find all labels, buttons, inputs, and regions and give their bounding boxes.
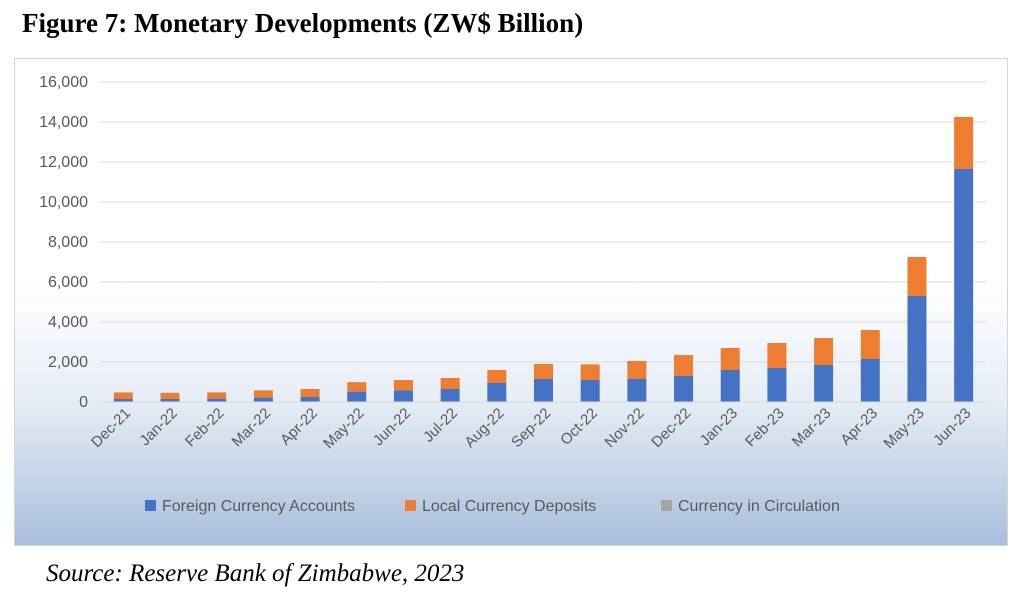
bar-segment <box>347 391 367 402</box>
gridlines <box>100 81 987 363</box>
bar-segment <box>347 382 367 392</box>
x-tick-label: Dec-22 <box>648 405 694 451</box>
bar-segment <box>954 169 974 402</box>
bar-segment <box>160 392 180 399</box>
x-tick-label: May-22 <box>320 405 367 452</box>
bar-segment <box>207 398 227 402</box>
y-tick-label: 6,000 <box>48 274 88 291</box>
x-tick-label: Mar-23 <box>789 405 835 451</box>
bar-segment <box>487 370 507 383</box>
x-tick-label: Mar-22 <box>229 405 275 451</box>
bar-segment <box>534 364 553 379</box>
bar-segment <box>954 117 974 169</box>
stacked-bar-chart: 0 2,000 4,000 6,000 8,000 10,000 12,000 14,000 1… <box>39 74 987 515</box>
y-tick-label: 8,000 <box>48 234 88 251</box>
x-tick-label: Aug-22 <box>461 405 507 451</box>
bar-segment <box>580 364 600 380</box>
x-tick-label: Apr-22 <box>277 405 321 449</box>
bar-segment <box>440 389 460 402</box>
x-tick-label: Feb-22 <box>182 405 228 451</box>
y-tick-label: 12,000 <box>39 154 88 171</box>
bar-segment <box>300 389 320 397</box>
bar-segment <box>627 379 647 402</box>
x-tick-label: May-23 <box>880 405 927 452</box>
bar-segment <box>300 397 320 402</box>
legend: Foreign Currency Accounts Local Currency … <box>145 498 840 515</box>
bar-segment <box>767 368 787 402</box>
bar-segment <box>814 338 834 365</box>
bar-segment <box>440 378 460 389</box>
x-tick-label: Jan-23 <box>697 405 741 449</box>
bar-segment <box>487 383 507 402</box>
y-axis-ticks: 0 2,000 4,000 6,000 8,000 10,000 12,000 14,000 1… <box>39 74 88 411</box>
bar-segment <box>627 361 647 379</box>
bar-segment <box>113 392 133 399</box>
legend-swatch <box>661 500 672 511</box>
y-tick-label: 0 <box>79 394 88 411</box>
x-tick-label: Sep-22 <box>508 405 554 451</box>
legend-swatch <box>145 500 156 511</box>
x-tick-label: Jul-22 <box>420 405 461 446</box>
bar-segment <box>580 380 600 402</box>
bar-segment <box>160 399 180 402</box>
bar-segment <box>860 330 880 359</box>
bar-segment <box>253 390 273 398</box>
x-tick-label: Dec-21 <box>88 405 134 451</box>
bar-segment <box>534 379 553 402</box>
bar-segment <box>674 355 694 376</box>
x-axis-ticks: Dec-21 Jan-22 Feb-22 Mar-22 Apr-22 May-22 Jun-… <box>88 405 975 452</box>
bar-segment <box>860 359 880 402</box>
bar-segment <box>814 365 834 402</box>
bar-segment <box>207 392 227 399</box>
legend-swatch <box>405 500 416 511</box>
bar-segment <box>113 399 133 402</box>
figure-title: Figure 7: Monetary Developments (ZW$ Bil… <box>22 8 584 38</box>
x-tick-label: Jun-23 <box>930 405 974 449</box>
x-tick-label: Apr-23 <box>837 405 881 449</box>
bar-segment <box>767 343 787 368</box>
bar-segment <box>720 370 740 402</box>
bar-segment <box>393 390 413 402</box>
bar-segment <box>720 348 740 370</box>
bars <box>113 117 974 402</box>
x-tick-label: Feb-23 <box>742 405 788 451</box>
bar-segment <box>907 296 927 402</box>
source-note: Source: Reserve Bank of Zimbabwe, 2023 <box>46 560 465 587</box>
legend-label: Currency in Circulation <box>678 498 840 515</box>
bar-segment <box>907 257 927 296</box>
y-tick-label: 4,000 <box>48 314 88 331</box>
bar-segment <box>393 380 413 391</box>
x-tick-label: Jan-22 <box>136 405 180 449</box>
bar-segment <box>253 397 273 402</box>
x-tick-label: Nov-22 <box>601 405 647 451</box>
x-tick-label: Jun-22 <box>370 405 414 449</box>
bar-segment <box>674 376 694 402</box>
y-tick-label: 14,000 <box>39 114 88 131</box>
x-tick-label: Oct-22 <box>557 405 601 449</box>
y-tick-label: 10,000 <box>39 194 88 211</box>
legend-label: Local Currency Deposits <box>422 498 596 515</box>
legend-label: Foreign Currency Accounts <box>162 498 355 515</box>
y-tick-label: 16,000 <box>39 74 88 91</box>
y-tick-label: 2,000 <box>48 354 88 371</box>
chart-area: 0 2,000 4,000 6,000 8,000 10,000 12,000 14,000 1… <box>14 58 1008 546</box>
